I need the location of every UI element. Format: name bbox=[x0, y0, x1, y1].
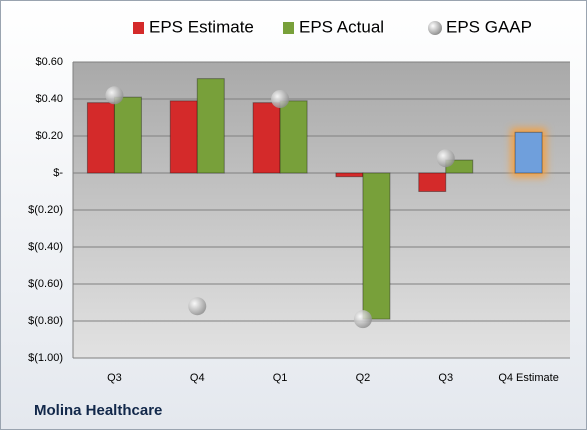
bar bbox=[335, 172, 364, 178]
y-tick-label: $(0.40) bbox=[28, 241, 63, 253]
y-tick-label: $0.60 bbox=[35, 56, 63, 68]
y-tick-label: $(0.60) bbox=[28, 278, 63, 290]
y-tick-label: $(1.00) bbox=[28, 352, 63, 364]
bar bbox=[169, 100, 198, 174]
x-tick-label: Q1 bbox=[273, 372, 288, 384]
y-tick-label: $0.20 bbox=[35, 130, 63, 142]
bar bbox=[113, 96, 142, 174]
bar bbox=[362, 172, 391, 320]
bar bbox=[514, 131, 543, 174]
x-tick-label: Q4 bbox=[190, 372, 205, 384]
y-tick-label: $(0.20) bbox=[28, 204, 63, 216]
x-tick-label: Q3 bbox=[438, 372, 453, 384]
legend-label: EPS GAAP bbox=[446, 17, 532, 36]
bar bbox=[196, 78, 225, 174]
y-tick-label: $0.40 bbox=[35, 93, 63, 105]
gaap-marker bbox=[353, 310, 372, 329]
x-tick-label: Q2 bbox=[356, 372, 371, 384]
legend-marker bbox=[133, 22, 144, 34]
bar bbox=[86, 102, 115, 174]
company-name: Molina Healthcare bbox=[34, 402, 162, 419]
bar bbox=[252, 102, 281, 174]
x-tick-label: Q4 Estimate bbox=[498, 372, 559, 384]
gaap-marker bbox=[271, 90, 290, 108]
gaap-marker bbox=[105, 86, 124, 105]
gaap-marker bbox=[188, 297, 207, 316]
bar bbox=[279, 100, 308, 174]
legend-label: EPS Estimate bbox=[149, 17, 254, 36]
bar bbox=[418, 172, 447, 192]
legend-marker bbox=[283, 22, 294, 34]
y-tick-label: $(0.80) bbox=[28, 315, 63, 327]
legend-label: EPS Actual bbox=[299, 17, 384, 36]
gaap-marker bbox=[436, 149, 455, 168]
legend-marker bbox=[428, 21, 442, 35]
x-tick-label: Q3 bbox=[107, 372, 122, 384]
y-tick-label: $- bbox=[53, 167, 63, 179]
